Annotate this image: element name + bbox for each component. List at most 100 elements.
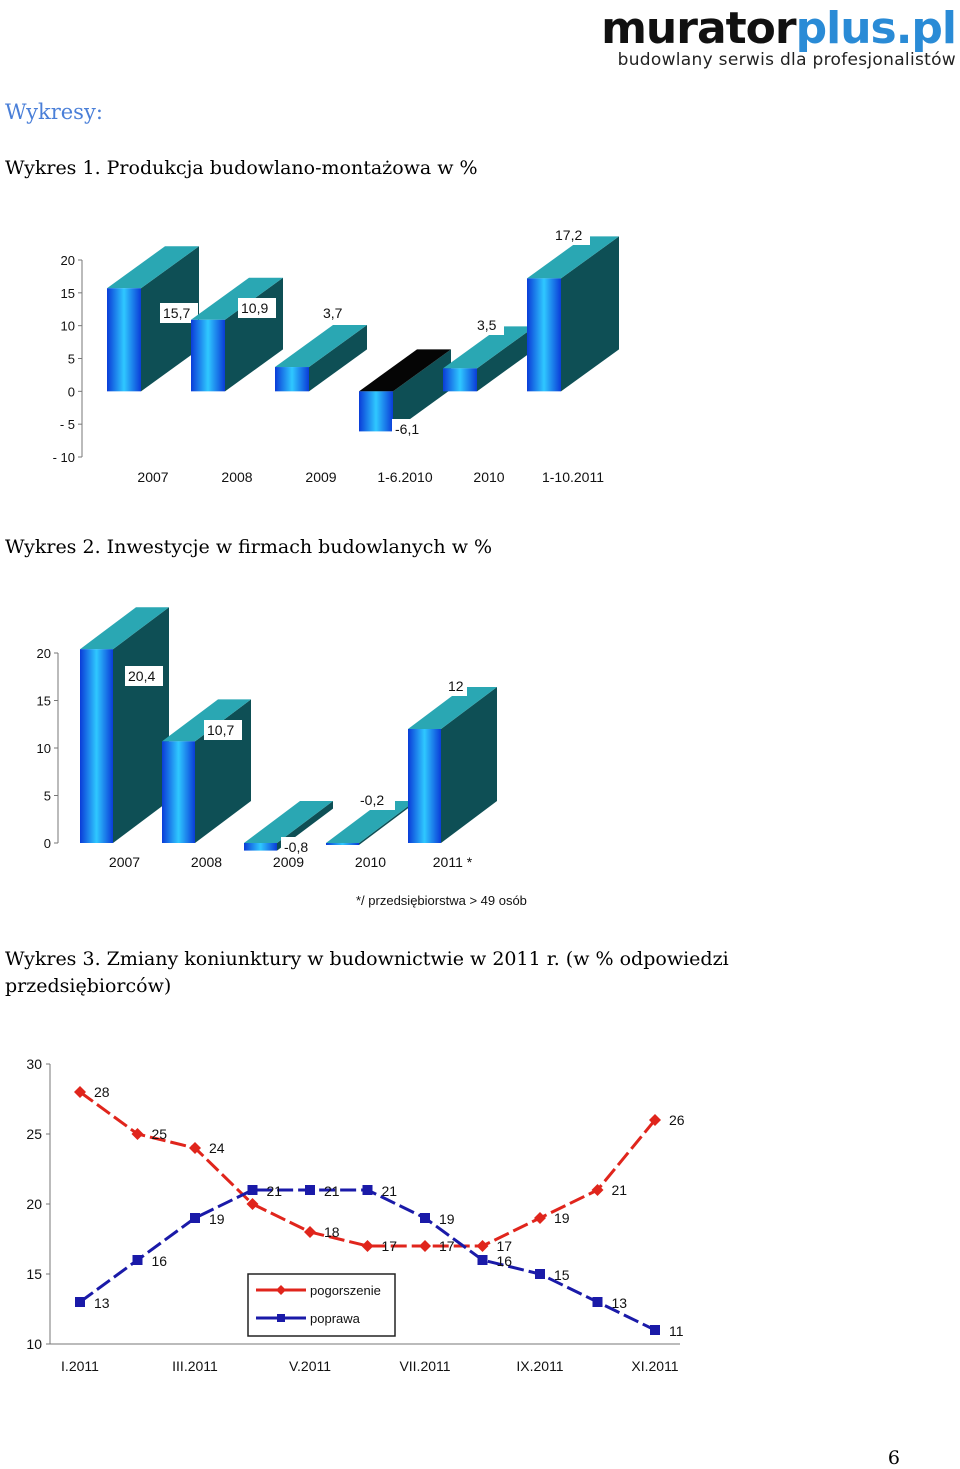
bar-top <box>244 801 333 843</box>
point-poprawa <box>592 1297 603 1307</box>
point-pogorszenie <box>591 1184 604 1196</box>
point-pogorszenie <box>361 1240 374 1252</box>
chart1-bar-chart: 20 15 10 5 0 - 5 - 10 15,7 2007 10,9 2008 3,7 2009 -6… <box>53 225 619 485</box>
data-label: 13 <box>612 1295 628 1311</box>
y-tick-label: 5 <box>68 352 75 367</box>
x-tick-label: 1-10.2011 <box>542 469 604 485</box>
y-tick-label: 0 <box>68 384 75 399</box>
chart1-caption: Wykres 1. Produkcja budowlano-montażowa … <box>5 157 478 179</box>
bar <box>244 843 277 851</box>
data-label: 21 <box>324 1183 340 1199</box>
point-pogorszenie <box>649 1114 661 1126</box>
x-tick-label: 2007 <box>137 469 168 485</box>
x-tick-label: VII.2011 <box>399 1358 450 1374</box>
bar-top <box>326 801 415 843</box>
point-pogorszenie <box>189 1142 201 1154</box>
legend <box>247 1273 396 1337</box>
data-label: 25 <box>152 1126 168 1142</box>
bar <box>408 729 441 843</box>
point-poprawa <box>132 1255 143 1265</box>
data-label: 10,9 <box>241 300 268 316</box>
y-tick-label: 20 <box>37 646 51 661</box>
bar-side <box>393 349 451 432</box>
y-tick-label: 20 <box>26 1196 42 1212</box>
data-label: -0,8 <box>284 839 308 855</box>
data-label-box <box>552 225 590 245</box>
data-label-box <box>392 419 430 439</box>
data-label: 26 <box>669 1112 685 1128</box>
data-label: 20,4 <box>128 668 155 684</box>
data-label: 3,5 <box>477 317 497 333</box>
data-label: 16 <box>497 1253 513 1269</box>
y-tick-label: 5 <box>44 789 51 804</box>
point-pogorszenie <box>476 1240 489 1252</box>
point-pogorszenie <box>74 1086 86 1098</box>
x-tick-label: 2010 <box>473 469 504 485</box>
bar <box>191 319 225 392</box>
x-tick-label: 2008 <box>191 854 222 870</box>
data-label-box <box>160 303 198 323</box>
x-tick-label: 2009 <box>305 469 336 485</box>
data-label: 17 <box>382 1238 398 1254</box>
y-tick-label: - 10 <box>53 450 75 465</box>
x-tick-label: V.2011 <box>289 1358 331 1374</box>
x-tick-label: 2011 * <box>433 854 473 870</box>
logo-wordmark: muratorplus.pl <box>601 6 957 52</box>
point-pogorszenie <box>534 1212 546 1224</box>
data-label: 21 <box>267 1183 283 1199</box>
data-label-box <box>445 676 467 696</box>
data-label: 15 <box>554 1267 570 1283</box>
bar <box>107 288 141 392</box>
data-label: 21 <box>382 1183 398 1199</box>
data-label-box <box>357 790 395 810</box>
data-label: 18 <box>324 1224 340 1240</box>
x-tick-label: 2007 <box>109 854 140 870</box>
bar-side <box>359 801 415 845</box>
point-pogorszenie <box>246 1198 259 1210</box>
bar <box>527 278 561 392</box>
data-label: 28 <box>94 1084 110 1100</box>
y-tick-label: 15 <box>61 286 75 301</box>
point-poprawa <box>535 1269 545 1279</box>
bar <box>443 368 477 392</box>
data-label-box <box>474 315 504 335</box>
data-label: 24 <box>209 1140 225 1156</box>
data-label: 17 <box>439 1238 455 1254</box>
bar-top <box>275 325 367 368</box>
point-poprawa <box>477 1255 488 1265</box>
bar <box>80 649 113 843</box>
y-tick-label: 0 <box>44 836 51 851</box>
point-poprawa <box>420 1213 430 1223</box>
data-label: 19 <box>554 1210 570 1226</box>
y-tick-label: 10 <box>26 1336 42 1352</box>
data-label: 11 <box>669 1323 684 1339</box>
point-pogorszenie <box>131 1128 144 1140</box>
bar-top <box>408 687 497 729</box>
x-tick-label: III.2011 <box>172 1358 218 1374</box>
point-pogorszenie <box>419 1240 431 1252</box>
point-poprawa <box>190 1213 200 1223</box>
bar-top <box>80 607 169 650</box>
y-tick-label: - 5 <box>60 417 75 432</box>
bar-top <box>527 236 619 279</box>
data-label: -6,1 <box>395 421 419 437</box>
x-tick-label: XI.2011 <box>631 1358 678 1374</box>
legend-label-pogorszenie: pogorszenie <box>310 1283 381 1298</box>
x-tick-label: 2010 <box>355 854 386 870</box>
legend-marker-pogorszenie <box>276 1285 286 1295</box>
data-label: -0,2 <box>360 792 384 808</box>
data-label: 10,7 <box>207 722 234 738</box>
page-number: 6 <box>887 1447 900 1469</box>
data-label-box <box>238 298 276 318</box>
data-label: 15,7 <box>163 305 190 321</box>
section-heading: Wykresy: <box>5 100 103 124</box>
bar-top <box>359 349 451 392</box>
point-poprawa <box>305 1185 315 1195</box>
y-tick-label: 30 <box>26 1056 42 1072</box>
y-tick-label: 25 <box>26 1126 42 1142</box>
bar <box>359 391 393 432</box>
chart3-caption: Wykres 3. Zmiany koniunktury w budownict… <box>5 948 729 997</box>
point-poprawa <box>75 1297 85 1307</box>
bar-top <box>191 277 283 320</box>
